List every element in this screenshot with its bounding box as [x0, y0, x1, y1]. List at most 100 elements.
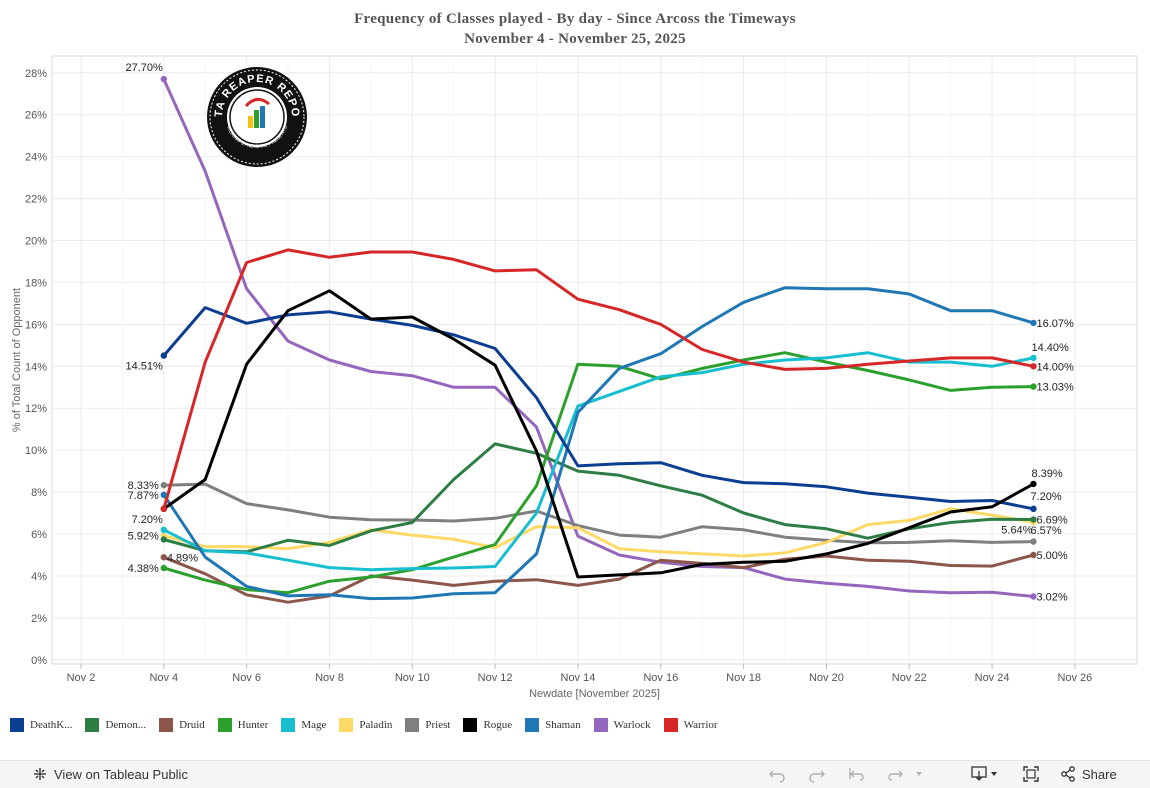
- endpoint-rogue[interactable]: [1030, 480, 1037, 488]
- x-tick-label: Nov 18: [726, 672, 761, 684]
- legend-swatch: [159, 718, 174, 732]
- legend-item[interactable]: Warrior: [663, 718, 718, 732]
- data-label: 3.02%: [1036, 591, 1067, 603]
- x-tick-label: Nov 16: [643, 672, 678, 684]
- y-tick-label: 12%: [25, 403, 47, 415]
- endpoint-shaman[interactable]: [1030, 319, 1037, 327]
- x-tick-label: Nov 14: [561, 672, 596, 684]
- data-label: 14.40%: [1031, 342, 1069, 354]
- x-tick-label: Nov 4: [149, 672, 178, 684]
- legend-swatch: [663, 718, 678, 732]
- endpoint-hunter[interactable]: [160, 564, 168, 572]
- legend-label: Warrior: [683, 719, 718, 731]
- endpoint-shaman[interactable]: [160, 491, 168, 499]
- x-axis-label: Newdate [November 2025]: [529, 688, 660, 700]
- legend-item[interactable]: Priest: [405, 718, 450, 732]
- data-label: 7.87%: [128, 490, 159, 502]
- series-line-rogue[interactable]: [162, 289, 1035, 579]
- undo-icon[interactable]: [768, 765, 786, 783]
- legend-item[interactable]: Hunter: [217, 718, 269, 732]
- y-tick-label: 10%: [25, 445, 47, 457]
- legend-label: Shaman: [545, 719, 581, 731]
- y-tick-label: 4%: [31, 571, 47, 583]
- legend-swatch: [217, 718, 232, 732]
- legend-swatch: [593, 718, 608, 732]
- y-tick-label: 0%: [31, 655, 47, 667]
- legend-swatch: [10, 718, 24, 732]
- y-tick-label: 14%: [25, 361, 47, 373]
- series-line-hunter[interactable]: [163, 351, 1034, 595]
- legend-item[interactable]: Druid: [159, 718, 205, 732]
- data-label: 4.38%: [128, 563, 159, 575]
- endpoint-demon-hunter[interactable]: [160, 536, 168, 543]
- refresh-dropdown-icon[interactable]: [914, 769, 924, 779]
- revert-icon[interactable]: [848, 765, 866, 783]
- endpoint-warrior[interactable]: [1030, 363, 1037, 370]
- data-label: 7.20%: [132, 514, 163, 526]
- x-tick-label: Nov 6: [232, 672, 261, 684]
- endpoint-hunter[interactable]: [1030, 383, 1037, 390]
- legend-swatch: [339, 718, 354, 732]
- y-tick-label: 24%: [25, 152, 47, 164]
- chart-legend: DeathK... Demon... Druid Hunter Mage Paladin P…: [10, 715, 731, 735]
- endpoint-death-knight[interactable]: [1030, 505, 1037, 513]
- y-tick-label: 2%: [31, 613, 47, 625]
- fullscreen-icon[interactable]: [1022, 765, 1040, 783]
- x-tick-label: Nov 22: [892, 672, 927, 684]
- data-label: 8.33%: [128, 480, 159, 492]
- refresh-icon[interactable]: [886, 765, 904, 783]
- data-label: 4.89%: [167, 552, 198, 564]
- data-label: 5.64%: [1001, 525, 1032, 537]
- series-line-warrior[interactable]: [162, 248, 1034, 510]
- y-axis-label: % of Total Count of Opponent: [11, 288, 23, 432]
- legend-label: Demon...: [105, 719, 147, 731]
- series-line-warlock[interactable]: [162, 78, 1034, 598]
- series-line-paladin[interactable]: [163, 507, 1034, 558]
- share-button[interactable]: Share: [1060, 766, 1117, 782]
- data-label: 6.57%: [1030, 525, 1061, 537]
- y-tick-label: 26%: [25, 110, 47, 122]
- legend-item[interactable]: DeathK...: [10, 718, 72, 732]
- series-line-mage[interactable]: [163, 351, 1034, 572]
- legend-item[interactable]: Demon...: [85, 718, 146, 732]
- data-label: 14.51%: [126, 361, 164, 373]
- legend-label: Mage: [301, 719, 327, 731]
- series-line-priest[interactable]: [163, 482, 1034, 545]
- endpoint-warrior[interactable]: [160, 505, 168, 513]
- series-line-demon-hunter[interactable]: [163, 442, 1034, 554]
- series-line-death-knight[interactable]: [162, 306, 1034, 511]
- data-label: 8.39%: [1031, 468, 1062, 480]
- data-label: 7.20%: [1030, 491, 1061, 503]
- legend-swatch: [525, 718, 540, 732]
- x-tick-label: Nov 10: [395, 672, 430, 684]
- endpoint-demon-hunter[interactable]: [1030, 516, 1037, 523]
- series-line-druid[interactable]: [163, 553, 1034, 604]
- endpoint-warlock[interactable]: [160, 75, 168, 83]
- legend-item[interactable]: Shaman: [525, 718, 581, 732]
- legend-label: DeathK...: [30, 719, 73, 731]
- download-icon[interactable]: [970, 765, 1000, 783]
- endpoint-death-knight[interactable]: [160, 352, 168, 359]
- endpoint-warlock[interactable]: [1030, 593, 1037, 600]
- endpoint-mage[interactable]: [160, 526, 168, 534]
- legend-item[interactable]: Paladin: [339, 718, 392, 732]
- endpoint-druid[interactable]: [160, 554, 168, 561]
- view-on-tableau-public-link[interactable]: View on Tableau Public: [32, 766, 188, 782]
- legend-item[interactable]: Rogue: [463, 718, 512, 732]
- endpoint-priest[interactable]: [160, 481, 168, 489]
- endpoint-priest[interactable]: [1030, 538, 1037, 545]
- endpoint-druid[interactable]: [1030, 551, 1037, 559]
- legend-item[interactable]: Warlock: [593, 718, 651, 732]
- redo-icon[interactable]: [808, 765, 826, 783]
- legend-item[interactable]: Mage: [281, 718, 326, 732]
- legend-label: Hunter: [237, 719, 269, 731]
- legend-label: Priest: [425, 719, 451, 731]
- data-label: 27.70%: [126, 62, 164, 74]
- series-line-shaman[interactable]: [162, 286, 1034, 601]
- legend-label: Druid: [179, 719, 205, 731]
- line-chart: 0% 2% 4% 6% 8% 10% 12% 14% 16% 18% 20% 22% 24% 26% 28%…: [11, 55, 1138, 700]
- y-tick-label: 20%: [25, 235, 47, 247]
- y-tick-label: 16%: [25, 319, 47, 331]
- endpoint-mage[interactable]: [1030, 354, 1037, 362]
- legend-label: Warlock: [613, 719, 651, 731]
